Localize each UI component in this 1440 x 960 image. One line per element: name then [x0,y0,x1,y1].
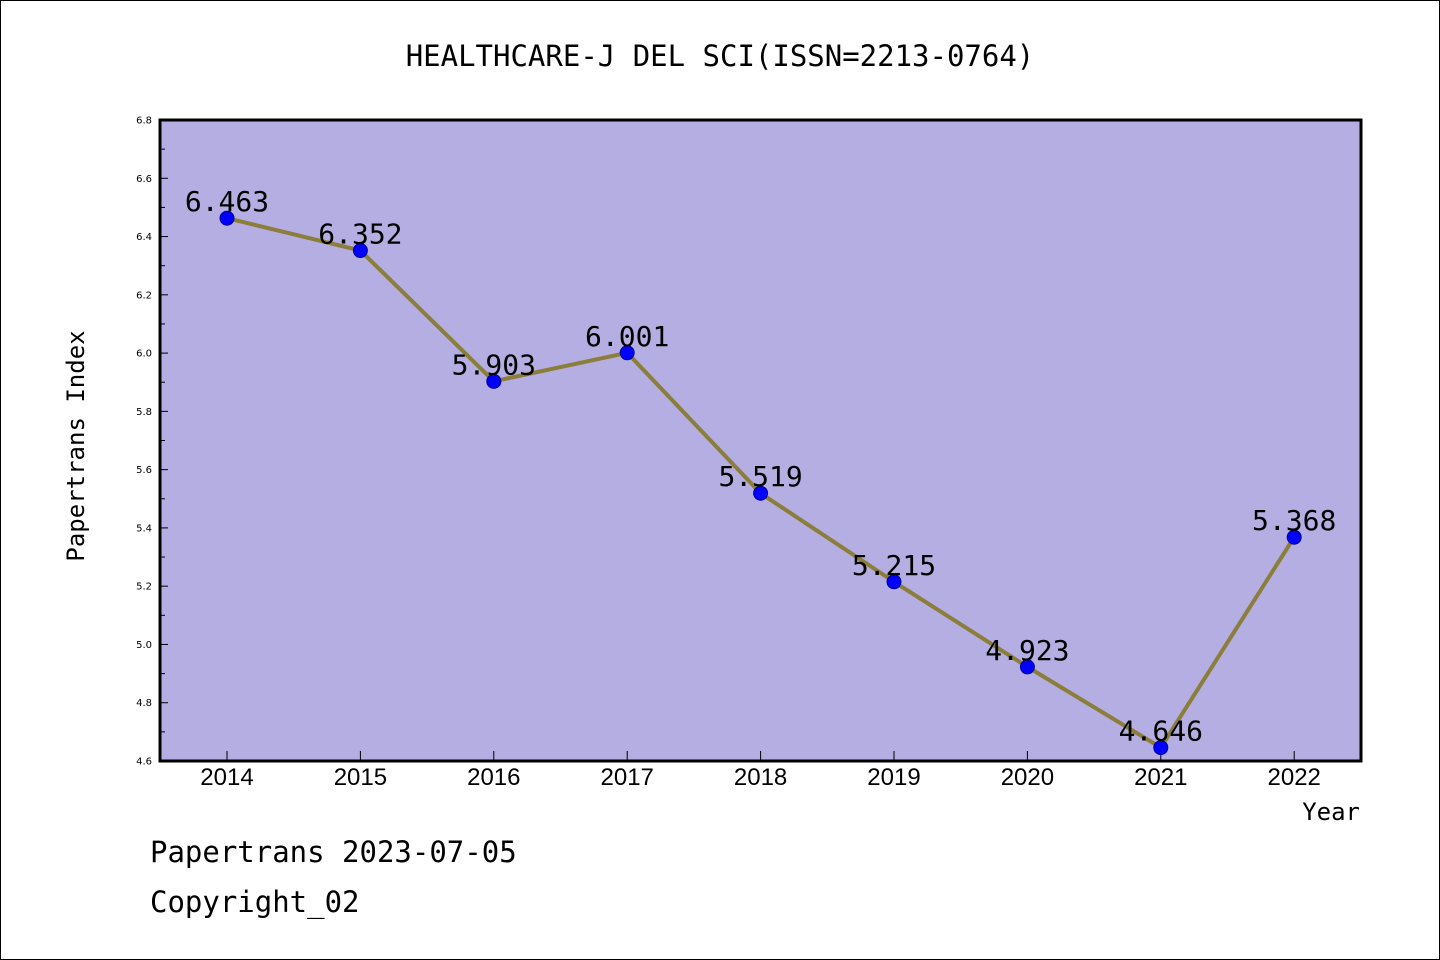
x-tick-label: 2019 [867,764,920,791]
x-tick-label: 2016 [467,764,520,791]
x-axis-label: Year [1302,798,1360,826]
y-tick-label: 5.2 [136,582,152,593]
data-label: 5.903 [452,348,536,381]
x-tick-label: 2020 [1001,764,1054,791]
series-markers [219,210,1302,756]
data-label: 4.923 [985,634,1069,667]
y-tick-label: 5.0 [136,640,152,651]
data-labels: 6.463 6.352 5.903 6.001 5.519 5.215 4.923 4.646… [185,185,1336,747]
data-label: 5.215 [852,549,936,582]
x-tick-label: 2017 [601,764,654,791]
data-point [1019,659,1035,675]
footer-date: Papertrans 2023-07-05 [150,835,517,869]
y-tick-label: 4.8 [136,698,152,709]
y-tick-label: 6.2 [136,290,152,301]
data-point [886,574,902,590]
data-point [219,210,235,226]
y-tick-label: 6.0 [136,349,152,360]
y-tick-label: 6.8 [136,116,152,127]
data-label: 5.368 [1252,504,1336,537]
y-tick-label: 6.6 [136,174,152,185]
y-tick-label: 5.4 [136,523,152,534]
x-tick-label: 2014 [200,764,253,791]
chart-title: HEALTHCARE-J DEL SCI(ISSN=2213-0764) [406,39,1035,73]
data-point [1286,529,1302,545]
data-point [352,243,368,259]
data-point [1153,740,1169,756]
data-point [619,345,635,361]
y-tick-label: 6.4 [136,232,152,243]
footer-copyright: Copyright_02 [150,885,360,919]
data-point [753,485,769,501]
x-tick-label: 2022 [1268,764,1321,791]
data-point [486,373,502,389]
data-label: 5.519 [718,460,802,493]
x-tick-label: 2015 [334,764,387,791]
y-tick-label: 5.6 [136,465,152,476]
y-axis: 4.6 4.8 5.0 5.2 5.4 5.6 5.8 6.0 6.2 6.4 6.6 6.8 [136,116,168,768]
data-label: 6.463 [185,185,269,218]
data-label: 6.001 [585,320,669,353]
plot-area [158,118,1363,763]
y-axis-label: Papertrans Index [62,330,90,561]
x-tick-label: 2021 [1134,764,1187,791]
y-tick-label: 4.6 [136,757,152,768]
y-tick-label: 5.8 [136,407,152,418]
x-tick-label: 2018 [734,764,787,791]
data-label: 6.352 [318,218,402,251]
x-axis: 2014 2015 2016 2017 2018 2019 2020 2021 2022 [200,751,1321,791]
data-label: 4.646 [1119,715,1203,748]
